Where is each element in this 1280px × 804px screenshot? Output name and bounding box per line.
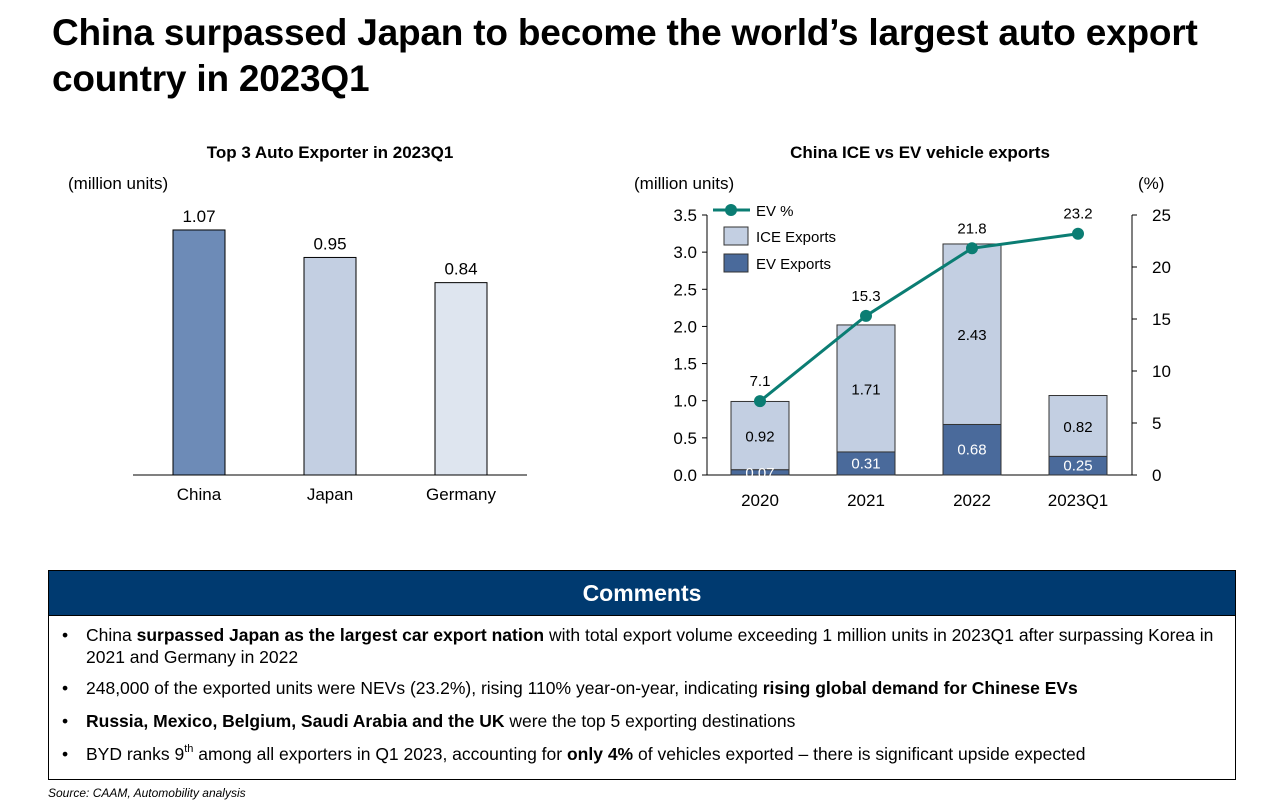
- comment-bold-text: rising global demand for Chinese EVs: [762, 678, 1078, 698]
- legend-ev-swatch: [723, 253, 749, 273]
- comments-list: China surpassed Japan as the largest car…: [49, 616, 1235, 765]
- chart2-plot: 0.0 0.5 1.0 1.5 2.0 2.5 3.0 3.5 0 5 10 15 20 25 0.92 0.…: [673, 203, 1171, 510]
- left-tick-label: 3.5: [673, 206, 697, 225]
- ev-pct-label: 7.1: [750, 373, 771, 390]
- ice-value-label: 2.43: [957, 327, 986, 344]
- ev-pct-point: [1072, 227, 1084, 240]
- ev-bar-2021: [836, 451, 896, 476]
- source-note: Source: CAAM, Automobility analysis: [48, 786, 246, 800]
- comment-bold-text: only 4%: [566, 744, 634, 764]
- x-tick-label: Germany: [426, 485, 496, 504]
- ev-bar-2020: [730, 469, 790, 476]
- chart2-right-unit-label: (%): [1138, 174, 1165, 193]
- ev-value-label: 0.31: [851, 455, 880, 472]
- legend-ice-label: ICE Exports: [756, 229, 836, 246]
- right-tick-label: 5: [1152, 414, 1161, 433]
- ice-value-label: 0.82: [1063, 419, 1092, 436]
- comments-header: Comments: [49, 571, 1235, 616]
- bar-china: [172, 229, 226, 476]
- comment-item: China surpassed Japan as the largest car…: [62, 624, 1225, 668]
- left-tick-label: 0.0: [673, 466, 697, 485]
- ice-value-label: 0.92: [745, 429, 774, 446]
- ice-bar-2023Q1: [1048, 395, 1108, 457]
- ev-pct-label: 15.3: [851, 288, 880, 305]
- right-tick-label: 10: [1152, 362, 1171, 381]
- right-tick-label: 0: [1152, 466, 1161, 485]
- left-tick-label: 2.0: [673, 317, 697, 336]
- x-tick-label: 2021: [847, 491, 885, 510]
- comment-text: of vehicles exported – there is signific…: [633, 744, 1086, 764]
- left-tick-label: 0.5: [673, 429, 697, 448]
- legend-ev-label: EV Exports: [756, 256, 831, 273]
- comments-panel: Comments China surpassed Japan as the la…: [48, 570, 1236, 780]
- ev-value-label: 0.25: [1063, 458, 1092, 475]
- right-tick-label: 15: [1152, 310, 1171, 329]
- chart1-plot: 1.07 China 0.95 Japan 0.84 Germany: [133, 207, 527, 504]
- comment-item: BYD ranks 9th among all exporters in Q1 …: [62, 743, 1225, 765]
- legend-ice-swatch: [723, 226, 749, 246]
- comment-text: BYD ranks 9: [86, 744, 185, 764]
- left-tick-label: 1.5: [673, 355, 697, 374]
- comment-bold-text: surpassed Japan as the largest car expor…: [136, 625, 545, 645]
- legend-ev-pct-marker: [725, 204, 737, 216]
- ice-value-label: 1.71: [851, 381, 880, 398]
- ev-pct-label: 21.8: [957, 220, 986, 237]
- x-tick-label: Japan: [307, 485, 353, 504]
- ice-bar-2022: [942, 243, 1002, 425]
- left-tick-label: 1.0: [673, 392, 697, 411]
- ev-pct-point: [754, 395, 766, 408]
- comment-item: Russia, Mexico, Belgium, Saudi Arabia an…: [62, 710, 1225, 732]
- comment-text: China: [86, 625, 137, 645]
- page-title: China surpassed Japan to become the worl…: [52, 12, 1198, 99]
- x-tick-label: 2023Q1: [1048, 491, 1109, 510]
- ice-bar-2021: [836, 324, 896, 453]
- ev-value-label: 0.07: [745, 465, 774, 482]
- chart2-left-unit-label: (million units): [634, 174, 735, 193]
- legend-ev-pct-label: EV %: [756, 203, 794, 220]
- ev-pct-label: 23.2: [1063, 206, 1092, 223]
- right-tick-label: 20: [1152, 258, 1171, 277]
- comment-text: with total export volume exceeding 1 mil…: [86, 625, 1214, 667]
- bar-value-label: 0.84: [444, 260, 477, 279]
- chart2-title: China ICE vs EV vehicle exports: [790, 143, 1050, 162]
- x-tick-label: China: [177, 485, 222, 504]
- left-tick-label: 2.5: [673, 280, 697, 299]
- bar-germany: [434, 282, 488, 476]
- comment-text: among all exporters in Q1 2023, accounti…: [193, 744, 567, 764]
- chart1-unit-label: (million units): [68, 174, 169, 193]
- chart1-title: Top 3 Auto Exporter in 2023Q1: [206, 143, 454, 162]
- comment-text: th: [184, 743, 194, 755]
- ev-pct-point: [966, 242, 978, 255]
- comment-item: 248,000 of the exported units were NEVs …: [62, 677, 1225, 699]
- bar-value-label: 1.07: [182, 207, 215, 226]
- x-tick-label: 2020: [741, 491, 779, 510]
- ev-pct-line: [759, 232, 1079, 403]
- ev-bar-2022: [942, 423, 1002, 476]
- ev-pct-point: [860, 309, 872, 322]
- comment-bold-text: Russia, Mexico, Belgium, Saudi Arabia an…: [86, 711, 505, 731]
- left-tick-label: 3.0: [673, 243, 697, 262]
- right-tick-label: 25: [1152, 206, 1171, 225]
- comment-text: 248,000 of the exported units were NEVs …: [86, 678, 763, 698]
- comment-text: were the top 5 exporting destinations: [504, 711, 796, 731]
- ev-value-label: 0.68: [957, 442, 986, 459]
- ev-bar-2023Q1: [1048, 455, 1108, 476]
- bar-japan: [303, 256, 357, 476]
- x-tick-label: 2022: [953, 491, 991, 510]
- bar-value-label: 0.95: [313, 234, 346, 253]
